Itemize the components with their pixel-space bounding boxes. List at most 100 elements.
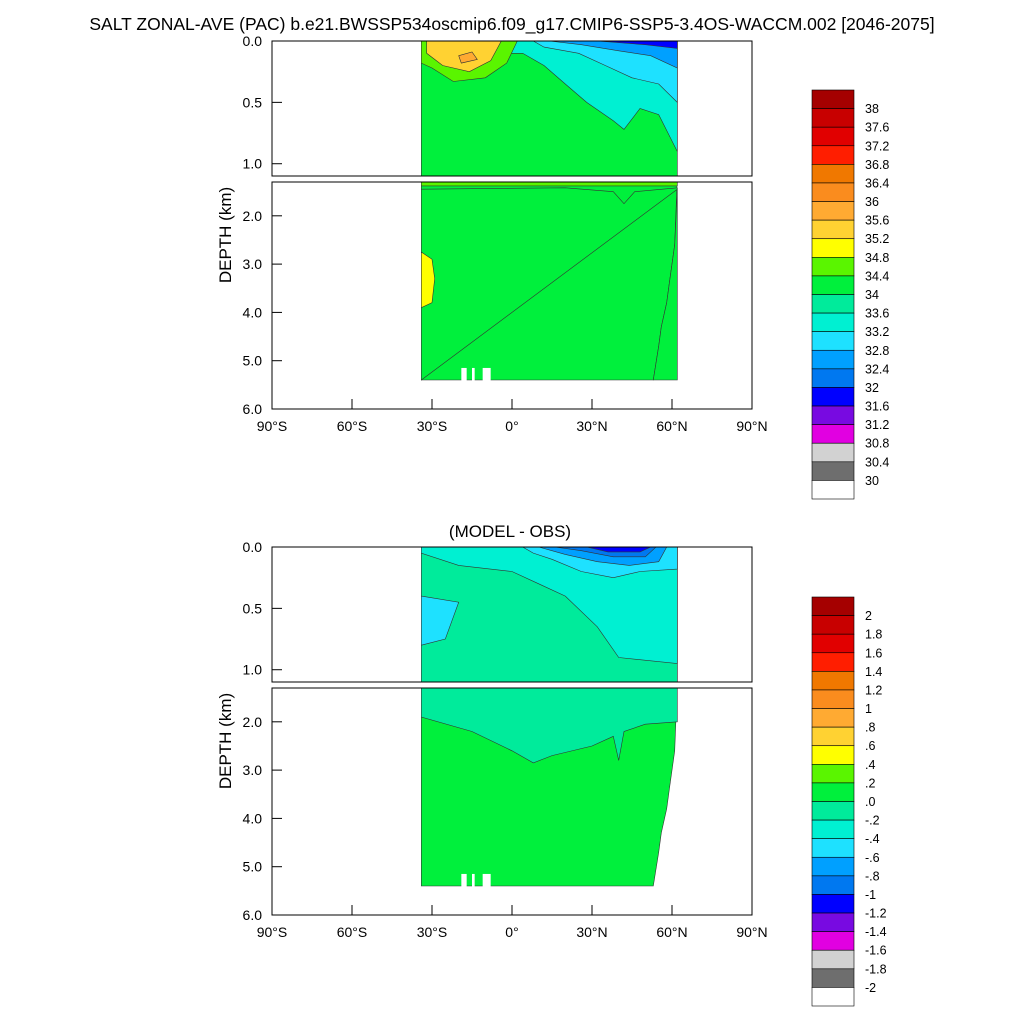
y-tick-label: 4.0 bbox=[243, 304, 263, 320]
y-tick-label: 4.0 bbox=[243, 810, 263, 826]
land-gap bbox=[472, 367, 475, 382]
colorbar-swatch bbox=[811, 708, 855, 728]
x-tick-label: 30°N bbox=[576, 418, 607, 434]
colorbar-label: 37.6 bbox=[865, 121, 889, 135]
colorbar-swatch bbox=[811, 461, 855, 481]
colorbar-swatch bbox=[811, 480, 855, 500]
x-tick-label: 30°S bbox=[417, 924, 448, 940]
colorbar-swatch bbox=[811, 894, 855, 914]
y-tick-label: 0.5 bbox=[243, 600, 263, 616]
colorbar-label: .0 bbox=[865, 795, 875, 809]
colorbar-swatch bbox=[811, 442, 855, 463]
colorbar-swatch bbox=[811, 219, 855, 240]
colorbar-swatch bbox=[811, 145, 855, 165]
y-tick-label: 6.0 bbox=[243, 907, 263, 923]
colorbar-label: .2 bbox=[865, 776, 875, 790]
contour-band bbox=[549, 41, 678, 69]
x-tick-label: 60°N bbox=[656, 418, 687, 434]
colorbar-swatch bbox=[811, 745, 855, 765]
colorbar-label: -2 bbox=[865, 981, 876, 995]
land-gap bbox=[472, 873, 475, 888]
colorbar-swatch bbox=[811, 912, 855, 932]
colorbar-label: 30.8 bbox=[865, 437, 889, 451]
colorbar-label: -1.8 bbox=[865, 962, 887, 976]
x-tick-label: 0° bbox=[505, 418, 518, 434]
y-tick-label: 0.0 bbox=[243, 539, 263, 555]
contour-field bbox=[420, 547, 678, 888]
colorbar-label: -1.4 bbox=[865, 925, 887, 939]
land-gap bbox=[461, 367, 467, 382]
colorbar-label: 36.8 bbox=[865, 158, 889, 172]
colorbar-swatch bbox=[811, 164, 855, 184]
colorbar-swatch bbox=[811, 596, 855, 616]
colorbar-swatch bbox=[811, 331, 855, 351]
colorbar-label: .4 bbox=[865, 758, 875, 772]
y-tick-label: 1.0 bbox=[243, 156, 263, 172]
colorbar-label: 32 bbox=[865, 381, 879, 395]
colorbar-swatch bbox=[811, 782, 855, 802]
colorbar-swatch bbox=[811, 275, 855, 295]
colorbar-swatch bbox=[811, 633, 855, 654]
colorbar-label: 35.2 bbox=[865, 232, 889, 246]
colorbar-swatch bbox=[811, 405, 855, 425]
colorbar-label: .8 bbox=[865, 721, 875, 735]
colorbar-label: 33.6 bbox=[865, 307, 889, 321]
colorbar-swatch bbox=[811, 838, 855, 858]
colorbar-swatch bbox=[811, 238, 855, 258]
colorbar: 38 37.6 37.2 36.8 36.4 36 35.6 35.2 34.8 34.4 34 33… bbox=[811, 89, 889, 500]
colorbar-label: 30 bbox=[865, 474, 879, 488]
colorbar-label: 37.2 bbox=[865, 139, 889, 153]
land-gap bbox=[461, 873, 467, 888]
colorbar-label: -.8 bbox=[865, 869, 880, 883]
panel-2: 0.00.51.02.03.04.05.06.090°S 60°S 30°S 0° 30… bbox=[216, 539, 887, 1007]
colorbar-label: 2 bbox=[865, 609, 872, 623]
y-tick-label: 2.0 bbox=[243, 714, 263, 730]
land-gap bbox=[482, 367, 491, 382]
y-axis-label: DEPTH (km) bbox=[216, 187, 235, 283]
colorbar-label: 35.6 bbox=[865, 214, 889, 228]
x-tick-label: 90°S bbox=[257, 418, 288, 434]
colorbar-swatch bbox=[811, 689, 855, 709]
y-tick-label: 3.0 bbox=[243, 256, 263, 272]
x-tick-label: 30°S bbox=[417, 418, 448, 434]
y-tick-label: 6.0 bbox=[243, 401, 263, 417]
colorbar-swatch bbox=[811, 368, 855, 388]
colorbar-swatch bbox=[811, 387, 855, 407]
colorbar-swatch bbox=[811, 671, 855, 691]
panel-subtitle: (MODEL - OBS) bbox=[448, 522, 572, 541]
colorbar-label: 32.4 bbox=[865, 362, 889, 376]
x-tick-label: 60°S bbox=[337, 924, 368, 940]
y-tick-label: 0.0 bbox=[243, 33, 263, 49]
colorbar-swatch bbox=[811, 424, 855, 444]
colorbar-label: 1 bbox=[865, 702, 872, 716]
colorbar-swatch bbox=[811, 257, 855, 277]
contour-band bbox=[597, 41, 678, 49]
contour-band bbox=[420, 187, 678, 381]
colorbar-label: 34.8 bbox=[865, 251, 889, 265]
colorbar-label: -1 bbox=[865, 888, 876, 902]
colorbar-swatch bbox=[811, 987, 855, 1007]
page-title: SALT ZONAL-AVE (PAC) b.e21.BWSSP534oscmi… bbox=[89, 14, 935, 34]
x-tick-label: 30°N bbox=[576, 924, 607, 940]
colorbar-swatch bbox=[811, 819, 855, 839]
colorbar-label: -.4 bbox=[865, 832, 880, 846]
colorbar-swatch bbox=[811, 875, 855, 895]
y-tick-label: 0.5 bbox=[243, 94, 263, 110]
colorbar-swatch bbox=[811, 764, 855, 784]
colorbar-swatch bbox=[811, 949, 855, 970]
colorbar-label: 34.4 bbox=[865, 269, 889, 283]
x-tick-label: 0° bbox=[505, 924, 518, 940]
colorbar-label: 30.4 bbox=[865, 455, 889, 469]
y-tick-label: 3.0 bbox=[243, 762, 263, 778]
colorbar-label: -.6 bbox=[865, 851, 880, 865]
colorbar-label: -1.2 bbox=[865, 907, 887, 921]
colorbar-swatch bbox=[811, 801, 855, 821]
colorbar-label: 31.6 bbox=[865, 400, 889, 414]
colorbar-swatch bbox=[811, 652, 855, 672]
x-tick-label: 90°N bbox=[736, 924, 767, 940]
colorbar-label: -.2 bbox=[865, 814, 880, 828]
upper-frame bbox=[271, 546, 753, 683]
colorbar-label: 1.2 bbox=[865, 683, 882, 697]
colorbar-swatch bbox=[811, 726, 855, 747]
